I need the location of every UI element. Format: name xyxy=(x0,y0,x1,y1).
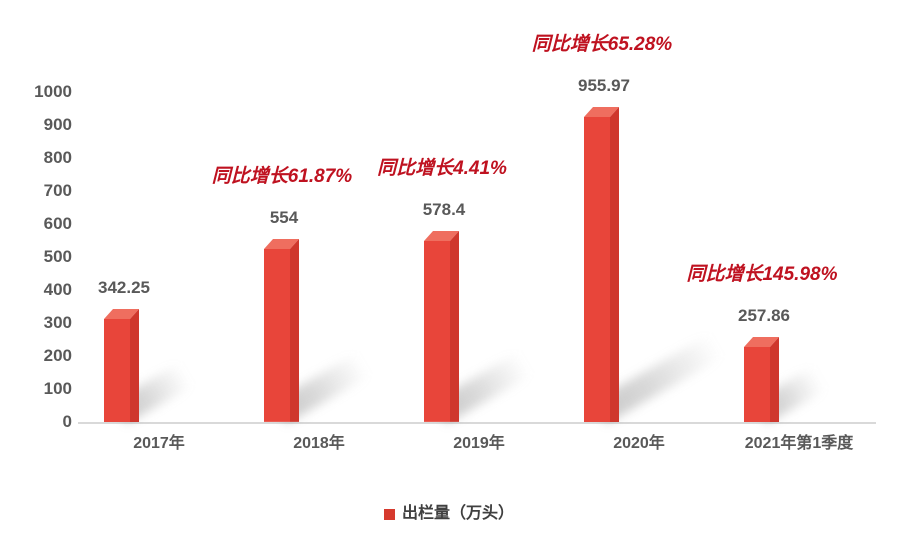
bar xyxy=(104,309,139,422)
bar-top-face xyxy=(104,309,139,320)
legend-label: 出栏量（万头） xyxy=(402,505,515,522)
growth-annotation: 同比增长61.87% xyxy=(211,166,353,188)
bar-side-face xyxy=(609,106,619,422)
x-tick-label: 2017年 xyxy=(133,435,185,452)
x-tick-label: 2021年第1季度 xyxy=(744,435,854,452)
bar-side-face xyxy=(129,309,139,422)
bar xyxy=(424,231,459,422)
bar xyxy=(744,336,779,422)
bar-top-face xyxy=(264,239,299,250)
x-tick-label: 2018年 xyxy=(293,435,345,452)
legend-marker-icon xyxy=(384,508,395,520)
y-tick-label: 800 xyxy=(43,148,72,167)
bar-value-label: 955.97 xyxy=(578,75,630,95)
y-tick-label: 900 xyxy=(43,115,72,134)
legend: 出栏量（万头） xyxy=(384,503,514,525)
bar-side-face xyxy=(770,336,779,422)
y-tick-label: 300 xyxy=(43,313,72,332)
bar-front-face xyxy=(104,319,130,422)
bar-front-face xyxy=(584,116,610,422)
y-tick-label: 400 xyxy=(43,280,72,299)
growth-annotation: 同比增长65.28% xyxy=(531,33,673,55)
x-axis-line xyxy=(78,422,876,424)
bar-front-face xyxy=(264,249,290,422)
y-tick-label: 0 xyxy=(62,412,72,431)
y-tick-label: 200 xyxy=(43,346,72,365)
bar-value-label: 554 xyxy=(269,208,299,228)
bar-value-label: 257.86 xyxy=(738,305,790,325)
y-tick-label: 100 xyxy=(43,379,72,398)
bar xyxy=(584,106,619,422)
bar-side-face xyxy=(449,231,459,422)
bar-value-label: 342.25 xyxy=(98,278,150,298)
bar-top-face xyxy=(744,336,779,347)
bar-front-face xyxy=(744,346,770,422)
x-tick-label: 2019年 xyxy=(453,435,505,452)
bar-value-label: 578.4 xyxy=(422,200,466,220)
bar-front-face xyxy=(424,241,450,422)
y-tick-label: 600 xyxy=(43,214,72,233)
bar-side-face xyxy=(289,239,299,422)
y-tick-label: 500 xyxy=(43,247,72,266)
y-tick-label: 700 xyxy=(43,181,72,200)
y-tick-label: 1000 xyxy=(34,82,72,101)
growth-annotation: 同比增长4.41% xyxy=(377,158,507,180)
growth-annotation: 同比增长145.98% xyxy=(686,263,838,285)
bar-top-face xyxy=(584,106,619,117)
bar xyxy=(264,239,299,422)
x-tick-label: 2020年 xyxy=(613,435,665,452)
bar-top-face xyxy=(424,231,459,242)
